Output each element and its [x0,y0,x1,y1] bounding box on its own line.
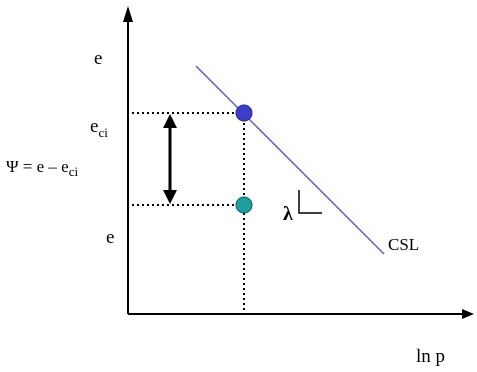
y-axis-label: e [94,48,102,69]
psi-arrowhead-top [163,114,177,128]
lower-point [235,196,253,214]
csl-line [195,65,385,255]
lambda-label: λ [283,203,293,225]
e-ci-label-subscript: ci [98,125,108,140]
csl-label: CSL [388,235,419,254]
upper-point [235,104,253,122]
psi-arrowhead-bottom [163,190,177,204]
x-axis-label: ln p [416,346,445,367]
psi-equation-lhs: Ψ = e – e [6,157,69,176]
e-ci-label: eci [90,116,108,140]
x-axis-arrowhead [462,309,474,319]
psi-equation-subscript: ci [69,164,79,179]
psi-equation: Ψ = e – eci [6,157,79,179]
y-axis-arrowhead [123,6,133,22]
slope-marker [298,190,322,214]
e-ci-label-base: e [90,116,98,137]
e-lower-label: e [106,227,114,248]
